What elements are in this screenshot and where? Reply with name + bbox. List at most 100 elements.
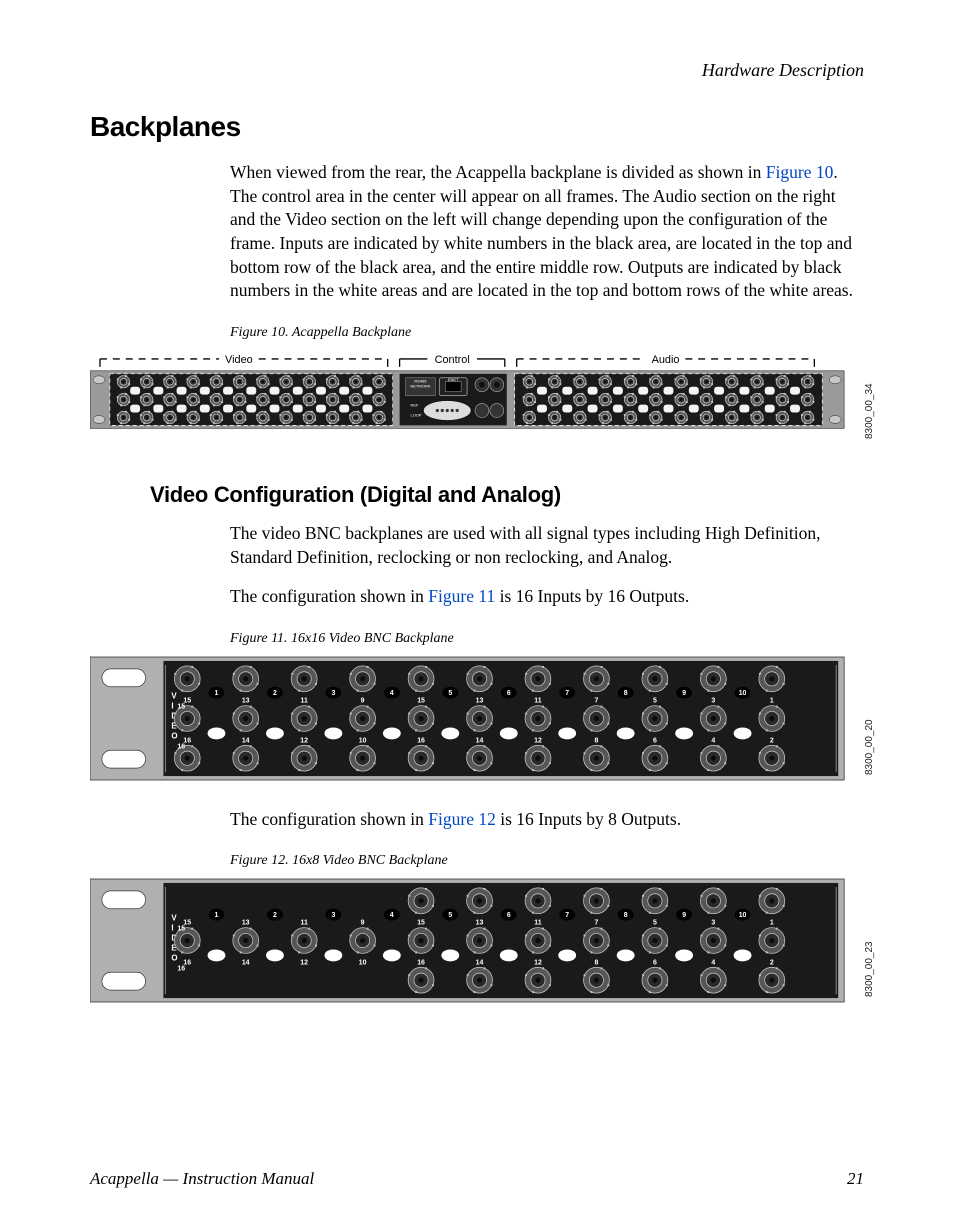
figure-11: VIDEO 1234567891015131191513117531161412… — [90, 655, 864, 784]
svg-text:15: 15 — [417, 920, 425, 927]
svg-text:14: 14 — [242, 960, 250, 967]
para4-block: The configuration shown in Figure 12 is … — [230, 808, 864, 832]
para1-post: . The control area in the center will ap… — [230, 162, 853, 300]
svg-text:13: 13 — [242, 697, 250, 704]
svg-text:9: 9 — [361, 920, 365, 927]
footer-title: Acappella — Instruction Manual — [90, 1169, 314, 1189]
svg-text:14: 14 — [476, 737, 484, 744]
svg-text:6: 6 — [653, 960, 657, 967]
figure-10-svg: Video Control Audio — [90, 349, 864, 448]
svg-text:9: 9 — [682, 690, 686, 697]
svg-text:15: 15 — [177, 926, 185, 933]
svg-text:9: 9 — [682, 913, 686, 920]
figure-12-code: 8300_00_23 — [864, 942, 875, 998]
svg-text:1: 1 — [215, 913, 219, 920]
svg-text:8: 8 — [624, 913, 628, 920]
svg-text:5: 5 — [448, 913, 452, 920]
svg-text:16: 16 — [417, 737, 425, 744]
svg-text:LOOP: LOOP — [411, 412, 422, 417]
svg-text:14: 14 — [476, 960, 484, 967]
svg-text:4: 4 — [390, 690, 394, 697]
svg-text:8: 8 — [595, 960, 599, 967]
figure-12-caption: Figure 12. 16x8 Video BNC Backplane — [230, 853, 864, 869]
svg-text:3: 3 — [331, 913, 335, 920]
svg-text:2: 2 — [770, 737, 774, 744]
svg-text:8: 8 — [624, 690, 628, 697]
svg-text:6: 6 — [507, 913, 511, 920]
svg-text:11: 11 — [300, 697, 307, 704]
svg-text:10: 10 — [739, 913, 747, 920]
svg-text:1: 1 — [770, 697, 774, 704]
figure-10: Video Control Audio — [90, 349, 864, 448]
svg-text:10: 10 — [359, 737, 367, 744]
video-config-heading: Video Configuration (Digital and Analog) — [150, 482, 864, 508]
svg-text:7: 7 — [565, 690, 569, 697]
para4-pre: The configuration shown in — [230, 809, 428, 829]
svg-text:16: 16 — [177, 966, 185, 973]
svg-text:13: 13 — [476, 920, 484, 927]
figure-10-code: 8300_00_34 — [864, 383, 875, 439]
svg-text:4: 4 — [711, 960, 715, 967]
svg-text:9: 9 — [361, 697, 365, 704]
svg-text:2: 2 — [770, 960, 774, 967]
svg-text:12: 12 — [300, 960, 308, 967]
svg-text:16: 16 — [417, 960, 425, 967]
svg-text:1: 1 — [215, 690, 219, 697]
para3-post: is 16 Inputs by 16 Outputs. — [495, 586, 689, 606]
svg-text:V: V — [171, 914, 177, 923]
svg-text:14: 14 — [242, 737, 250, 744]
svg-text:5: 5 — [448, 690, 452, 697]
svg-text:ENET: ENET — [448, 377, 459, 382]
svg-text:1: 1 — [770, 920, 774, 927]
video-config-body: The video BNC backplanes are used with a… — [230, 522, 864, 609]
svg-text:11: 11 — [534, 697, 541, 704]
svg-text:NETWORK: NETWORK — [410, 383, 431, 388]
figure-12-svg: VIDEO 1234567891015131191513117531161412… — [90, 877, 864, 1006]
running-header: Hardware Description — [90, 60, 864, 81]
svg-text:4: 4 — [390, 913, 394, 920]
svg-text:5: 5 — [653, 697, 657, 704]
svg-text:11: 11 — [300, 920, 307, 927]
page: Hardware Description Backplanes When vie… — [0, 0, 954, 1227]
svg-text:V: V — [171, 692, 177, 701]
figure-10-caption: Figure 10. Acappella Backplane — [230, 325, 864, 341]
svg-text:Audio: Audio — [652, 354, 680, 366]
svg-text:I: I — [171, 924, 173, 933]
svg-text:3: 3 — [711, 697, 715, 704]
svg-text:O: O — [171, 731, 177, 740]
svg-text:5: 5 — [653, 920, 657, 927]
svg-text:3: 3 — [331, 690, 335, 697]
svg-text:10: 10 — [739, 690, 747, 697]
footer-page-number: 21 — [847, 1169, 864, 1189]
figure-12: VIDEO 1234567891015131191513117531161412… — [90, 877, 864, 1006]
svg-text:15: 15 — [417, 697, 425, 704]
page-footer: Acappella — Instruction Manual 21 — [90, 1169, 864, 1189]
svg-text:11: 11 — [534, 920, 541, 927]
svg-text:6: 6 — [507, 690, 511, 697]
svg-text:12: 12 — [534, 960, 542, 967]
svg-text:7: 7 — [595, 697, 599, 704]
svg-text:16: 16 — [177, 743, 185, 750]
svg-text:2: 2 — [273, 690, 277, 697]
svg-text:O: O — [171, 954, 177, 963]
svg-text:12: 12 — [300, 737, 308, 744]
svg-text:12: 12 — [534, 737, 542, 744]
svg-text:8: 8 — [595, 737, 599, 744]
para2: The video BNC backplanes are used with a… — [230, 522, 864, 569]
svg-text:2: 2 — [273, 913, 277, 920]
para4-post: is 16 Inputs by 8 Outputs. — [496, 809, 681, 829]
svg-text:10: 10 — [359, 960, 367, 967]
svg-text:13: 13 — [476, 697, 484, 704]
svg-text:Control: Control — [435, 354, 470, 366]
figure-10-ref[interactable]: Figure 10 — [766, 162, 834, 182]
section-title: Backplanes — [90, 111, 864, 143]
figure-11-ref[interactable]: Figure 11 — [428, 586, 495, 606]
svg-text:4: 4 — [711, 737, 715, 744]
svg-text:I: I — [171, 701, 173, 710]
para3-pre: The configuration shown in — [230, 586, 428, 606]
intro-paragraph: When viewed from the rear, the Acappella… — [230, 161, 864, 303]
svg-text:7: 7 — [565, 913, 569, 920]
svg-text:15: 15 — [177, 703, 185, 710]
figure-12-ref[interactable]: Figure 12 — [428, 809, 496, 829]
svg-text:Video: Video — [225, 354, 253, 366]
